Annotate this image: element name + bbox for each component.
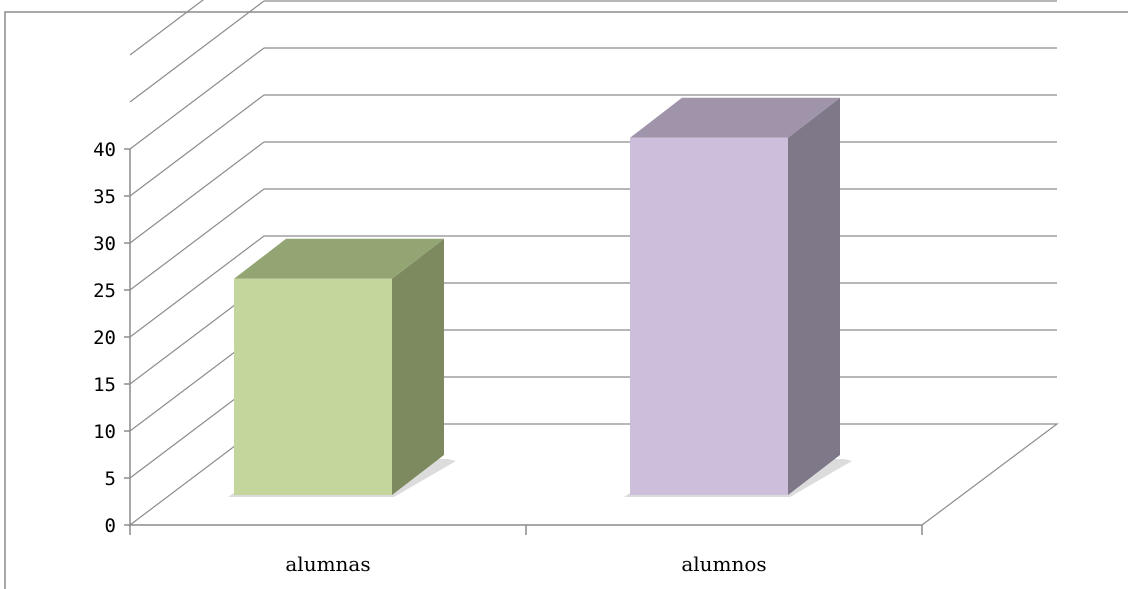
gridline-side — [129, 141, 265, 244]
gridline-side — [129, 47, 265, 150]
gridline-side — [129, 94, 265, 197]
x-category-label: alumnos — [681, 552, 766, 576]
gridline-side — [129, 188, 265, 291]
y-tick-label: 0 — [105, 515, 116, 537]
bar-alumnos — [624, 97, 852, 497]
y-tick-label: 25 — [93, 280, 116, 302]
chart-border — [4, 11, 1128, 589]
bar-side — [392, 238, 444, 496]
gridline-side — [129, 0, 204, 56]
y-tick-label: 20 — [93, 327, 116, 349]
bar-front — [234, 278, 392, 495]
bar-alumnas — [228, 238, 456, 497]
y-tick-label: 30 — [93, 233, 116, 255]
bar-side — [788, 97, 840, 496]
x-category-label: alumnas — [285, 552, 370, 576]
y-tick-label: 5 — [105, 468, 116, 490]
y-tick-label: 10 — [93, 421, 116, 443]
y-tick-label: 35 — [93, 186, 116, 208]
y-tick-label: 15 — [93, 374, 116, 396]
y-tick-label: 40 — [93, 139, 116, 161]
gridline-side — [129, 0, 265, 103]
bar-front — [630, 137, 788, 496]
bar-top — [234, 238, 444, 279]
bar-top — [630, 97, 840, 138]
gridline-side — [129, 235, 265, 338]
